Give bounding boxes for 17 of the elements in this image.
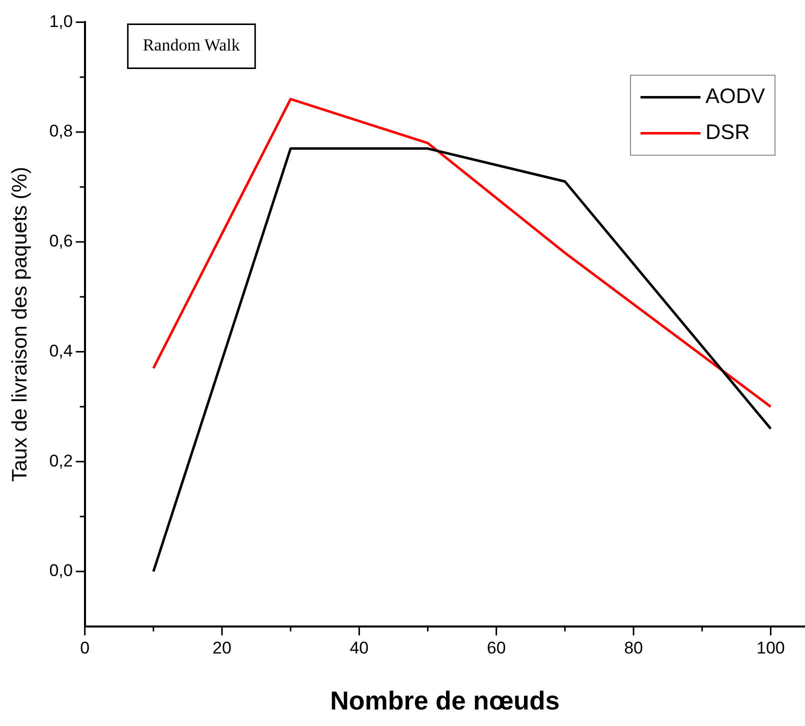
y-tick-label: 1,0	[49, 12, 73, 31]
x-tick-label: 80	[624, 638, 643, 658]
y-tick-label: 0,6	[49, 232, 73, 251]
y-axis-title: Taux de livraison des paquets (%)	[8, 166, 32, 482]
x-tick-label: 100	[756, 638, 785, 658]
y-tick-label: 0,8	[49, 122, 73, 141]
x-tick-label: 0	[80, 638, 90, 658]
x-axis-title: Nombre de nœuds	[330, 686, 560, 716]
x-tick-label: 40	[350, 638, 369, 658]
legend-label: AODV	[705, 84, 765, 108]
y-tick-label: 0,4	[49, 341, 73, 360]
text: Random Walk	[142, 36, 240, 55]
y-tick-label: 0,2	[49, 451, 73, 470]
x-tick-label: 60	[486, 638, 506, 658]
y-tick-label: 0,0	[49, 561, 73, 580]
x-tick-label: 20	[212, 638, 232, 658]
legend-label: DSR	[705, 120, 750, 144]
